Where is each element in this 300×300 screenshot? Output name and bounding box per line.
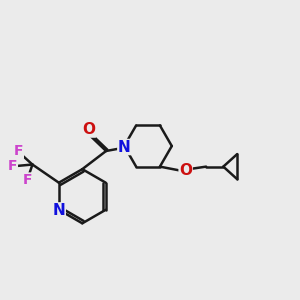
Text: O: O: [82, 122, 95, 137]
Text: F: F: [23, 173, 32, 187]
Text: F: F: [14, 144, 23, 158]
Text: N: N: [52, 203, 65, 218]
Text: O: O: [179, 164, 192, 178]
Text: F: F: [8, 159, 17, 173]
Text: N: N: [118, 140, 130, 154]
